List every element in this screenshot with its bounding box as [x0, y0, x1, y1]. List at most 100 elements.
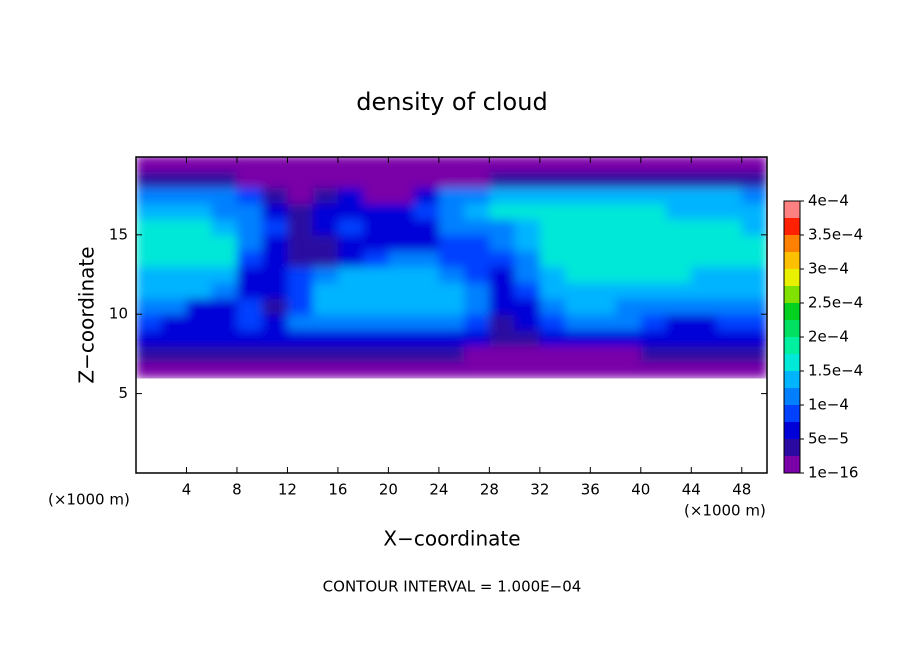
colorbar-tick-label: 4e−4 — [808, 192, 849, 210]
contour-cell — [388, 266, 415, 283]
contour-cell — [691, 250, 718, 268]
contour-cell — [741, 266, 767, 283]
colorbar-band — [784, 388, 800, 405]
contour-cell — [438, 234, 465, 252]
contour-cell — [136, 203, 162, 220]
contour-note: CONTOUR INTERVAL = 1.000E−04 — [323, 578, 582, 596]
contour-cell — [262, 171, 288, 188]
contour-cell — [236, 345, 263, 363]
contour-cell — [388, 314, 415, 331]
contour-cell — [312, 171, 339, 188]
contour-cell — [388, 218, 415, 236]
contour-cell — [489, 282, 516, 299]
contour-cell — [186, 361, 213, 379]
contour-cell — [539, 187, 566, 204]
contour-cell — [337, 266, 364, 283]
contour-cell — [565, 203, 591, 220]
contour-cell — [186, 314, 213, 331]
contour-cell — [539, 330, 566, 347]
contour-cell — [640, 330, 667, 347]
contour-cell — [211, 330, 238, 347]
contour-cell — [413, 314, 440, 331]
contour-cell — [287, 266, 314, 283]
contour-cell — [161, 282, 187, 299]
contour-cell — [287, 203, 314, 220]
contour-cell — [741, 314, 767, 331]
contour-cell — [262, 345, 288, 363]
contour-cell — [514, 250, 541, 268]
contour-cell — [514, 218, 541, 236]
contour-cell — [615, 157, 642, 172]
contour-cell — [363, 203, 389, 220]
contour-cell — [691, 218, 718, 236]
contour-cell — [464, 234, 490, 252]
contour-cell — [489, 345, 516, 363]
contour-cell — [161, 171, 187, 188]
contour-cell — [716, 234, 743, 252]
y-tick-label: 15 — [109, 225, 128, 243]
contour-cell — [590, 218, 617, 236]
colorbar-band — [784, 286, 800, 303]
contour-cell — [489, 187, 516, 204]
contour-cell — [388, 282, 415, 299]
contour-cell — [312, 218, 339, 236]
contour-cell — [514, 330, 541, 347]
contour-cell — [312, 266, 339, 283]
contour-cell — [337, 250, 364, 268]
contour-cell — [489, 314, 516, 331]
contour-cell — [514, 171, 541, 188]
contour-cell — [716, 266, 743, 283]
contour-cell — [337, 171, 364, 188]
contour-cell — [489, 330, 516, 347]
contour-cell — [136, 250, 162, 268]
contour-cell — [590, 298, 617, 315]
contour-cell — [186, 234, 213, 252]
contour-cell — [590, 330, 617, 347]
contour-cell — [691, 345, 718, 363]
contour-cell — [640, 218, 667, 236]
contour-cell — [136, 361, 162, 379]
contour-cell — [438, 282, 465, 299]
contour-cell — [590, 282, 617, 299]
contour-cell — [236, 266, 263, 283]
contour-cell — [388, 298, 415, 315]
x-unit-label: (×1000 m) — [684, 502, 766, 520]
colorbar-band — [784, 235, 800, 252]
contour-cell — [716, 314, 743, 331]
contour-cell — [438, 250, 465, 268]
contour-cell — [741, 361, 767, 379]
contour-cell — [666, 361, 692, 379]
contour-cell — [236, 187, 263, 204]
contour-cell — [312, 314, 339, 331]
contour-cell — [615, 361, 642, 379]
contour-cell — [363, 218, 389, 236]
contour-cell — [640, 187, 667, 204]
contour-cell — [741, 345, 767, 363]
contour-cell — [186, 282, 213, 299]
contour-cell — [211, 282, 238, 299]
contour-cell — [741, 187, 767, 204]
colorbar-tick-label: 3.5e−4 — [808, 226, 863, 244]
contour-cell — [211, 203, 238, 220]
x-tick-label: 36 — [581, 481, 600, 499]
contour-cell — [666, 345, 692, 363]
contour-cell — [211, 234, 238, 252]
contour-cell — [640, 298, 667, 315]
contour-cell — [388, 330, 415, 347]
contour-cell — [438, 203, 465, 220]
plot-frame — [135, 156, 768, 474]
contour-cell — [514, 187, 541, 204]
contour-cell — [312, 282, 339, 299]
contour-cell — [716, 157, 743, 172]
contour-cell — [615, 250, 642, 268]
contour-cell — [186, 250, 213, 268]
contour-cell — [590, 187, 617, 204]
contour-cell — [666, 314, 692, 331]
chart-title: density of cloud — [356, 88, 547, 116]
contour-cell — [615, 187, 642, 204]
colorbar-band — [784, 439, 800, 456]
colorbar-band — [784, 354, 800, 371]
contour-cell — [413, 266, 440, 283]
colorbar-band — [784, 405, 800, 422]
contour-cell — [388, 234, 415, 252]
